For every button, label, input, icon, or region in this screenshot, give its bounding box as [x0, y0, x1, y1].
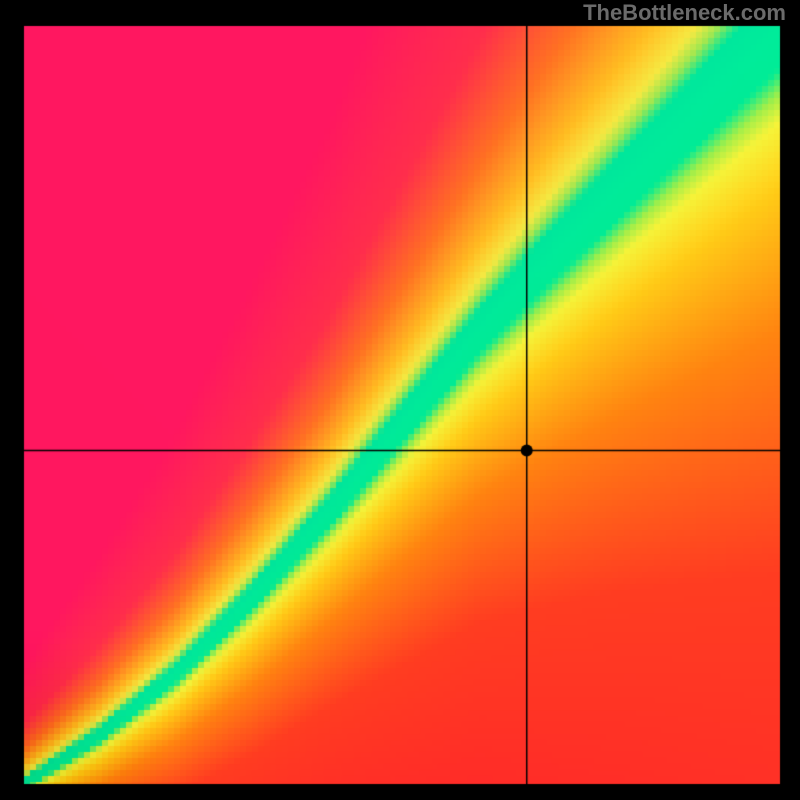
bottleneck-heatmap — [0, 0, 800, 800]
attribution-label: TheBottleneck.com — [583, 0, 786, 26]
